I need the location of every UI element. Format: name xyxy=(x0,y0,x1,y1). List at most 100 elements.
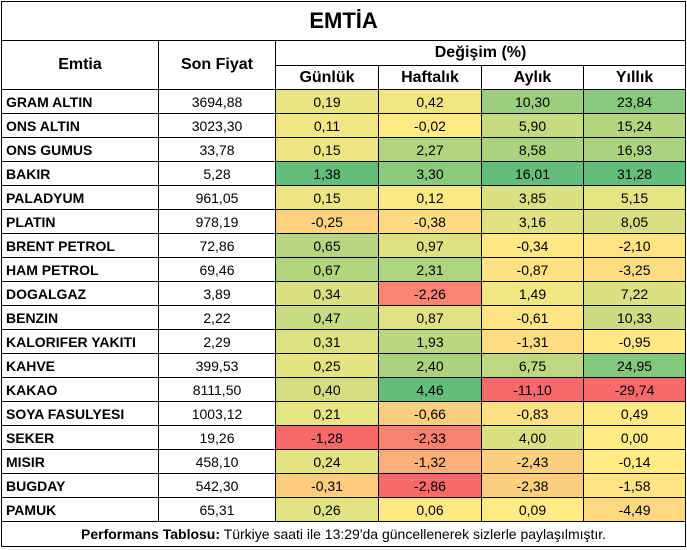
monthly-change: 16,01 xyxy=(481,161,584,186)
weekly-change: -0,38 xyxy=(378,209,482,234)
monthly-change: 1,49 xyxy=(481,281,584,306)
commodity-name: SOYA FASULYESI xyxy=(1,401,159,426)
table-row: MISIR 458,10 0,24 -1,32 -2,43 -0,14 xyxy=(1,449,687,474)
yearly-change: 16,93 xyxy=(582,137,687,162)
yearly-change: -2,10 xyxy=(582,233,687,258)
last-price: 5,28 xyxy=(158,161,276,186)
table-row: DOGALGAZ 3,89 0,34 -2,26 1,49 7,22 xyxy=(1,281,687,306)
weekly-change: 2,31 xyxy=(378,257,482,282)
weekly-change: 0,06 xyxy=(378,497,482,522)
monthly-change: -2,43 xyxy=(481,449,584,474)
table-row: BAKIR 5,28 1,38 3,30 16,01 31,28 xyxy=(1,161,687,186)
table-row: ONS ALTIN 3023,30 0,11 -0,02 5,90 15,24 xyxy=(1,113,687,138)
monthly-change: 6,75 xyxy=(481,353,584,378)
daily-change: -0,31 xyxy=(275,473,379,498)
monthly-change: 10,30 xyxy=(481,89,584,114)
weekly-change: 0,12 xyxy=(378,185,482,210)
table-row: BRENT PETROL 72,86 0,65 0,97 -0,34 -2,10 xyxy=(1,233,687,258)
monthly-change: -1,31 xyxy=(481,329,584,354)
monthly-change: -0,83 xyxy=(481,401,584,426)
commodity-name: KAHVE xyxy=(1,353,159,378)
monthly-change: 4,00 xyxy=(481,425,584,450)
commodity-name: GRAM ALTIN xyxy=(1,89,159,114)
last-price: 1003,12 xyxy=(158,401,276,426)
daily-change: 0,21 xyxy=(275,401,379,426)
daily-change: 0,34 xyxy=(275,281,379,306)
daily-change: 0,25 xyxy=(275,353,379,378)
table-row: SOYA FASULYESI 1003,12 0,21 -0,66 -0,83 0,49 xyxy=(1,401,687,426)
monthly-change: -0,61 xyxy=(481,305,584,330)
last-price: 458,10 xyxy=(158,449,276,474)
weekly-change: 3,30 xyxy=(378,161,482,186)
header-yearly: Yıllık xyxy=(582,65,687,90)
last-price: 8111,50 xyxy=(158,377,276,402)
last-price: 542,30 xyxy=(158,473,276,498)
table-row: KAHVE 399,53 0,25 2,40 6,75 24,95 xyxy=(1,353,687,378)
daily-change: 0,19 xyxy=(275,89,379,114)
monthly-change: 3,85 xyxy=(481,185,584,210)
daily-change: 0,65 xyxy=(275,233,379,258)
footer-note: Performans Tablosu: Türkiye saati ile 13… xyxy=(0,521,687,547)
table-row: GRAM ALTIN 3694,88 0,19 0,42 10,30 23,84 xyxy=(1,89,687,114)
header-daily: Günlük xyxy=(275,65,379,90)
commodity-name: PAMUK xyxy=(1,497,159,522)
commodity-name: SEKER xyxy=(1,425,159,450)
last-price: 19,26 xyxy=(158,425,276,450)
last-price: 2,22 xyxy=(158,305,276,330)
daily-change: 0,47 xyxy=(275,305,379,330)
yearly-change: 7,22 xyxy=(582,281,687,306)
weekly-change: 1,93 xyxy=(378,329,482,354)
weekly-change: -2,26 xyxy=(378,281,482,306)
header-commodity: Emtia xyxy=(1,40,159,90)
yearly-change: 0,00 xyxy=(582,425,687,450)
last-price: 961,05 xyxy=(158,185,276,210)
table-title: EMTİA xyxy=(0,1,687,41)
last-price: 2,29 xyxy=(158,329,276,354)
commodity-name: ONS ALTIN xyxy=(1,113,159,138)
weekly-change: -1,32 xyxy=(378,449,482,474)
weekly-change: 0,97 xyxy=(378,233,482,258)
monthly-change: -11,10 xyxy=(481,377,584,402)
daily-change: 1,38 xyxy=(275,161,379,186)
yearly-change: 24,95 xyxy=(582,353,687,378)
yearly-change: 0,49 xyxy=(582,401,687,426)
table-row: PAMUK 65,31 0,26 0,06 0,09 -4,49 xyxy=(1,497,687,522)
monthly-change: 3,16 xyxy=(481,209,584,234)
monthly-change: -0,34 xyxy=(481,233,584,258)
commodity-name: BENZIN xyxy=(1,305,159,330)
last-price: 3023,30 xyxy=(158,113,276,138)
daily-change: 0,24 xyxy=(275,449,379,474)
yearly-change: 8,05 xyxy=(582,209,687,234)
table-row: HAM PETROL 69,46 0,67 2,31 -0,87 -3,25 xyxy=(1,257,687,282)
header-change-group: Değişim (%) xyxy=(274,40,687,66)
yearly-change: -0,14 xyxy=(582,449,687,474)
yearly-change: 5,15 xyxy=(582,185,687,210)
header-price: Son Fiyat xyxy=(158,40,276,90)
commodity-name: PALADYUM xyxy=(1,185,159,210)
monthly-change: -0,87 xyxy=(481,257,584,282)
commodity-name: MISIR xyxy=(1,449,159,474)
weekly-change: 0,87 xyxy=(378,305,482,330)
monthly-change: 8,58 xyxy=(481,137,584,162)
last-price: 399,53 xyxy=(158,353,276,378)
monthly-change: 0,09 xyxy=(481,497,584,522)
footer-label: Performans Tablosu: xyxy=(81,526,221,542)
last-price: 3,89 xyxy=(158,281,276,306)
commodity-name: BUGDAY xyxy=(1,473,159,498)
last-price: 65,31 xyxy=(158,497,276,522)
monthly-change: 5,90 xyxy=(481,113,584,138)
table-row: KAKAO 8111,50 0,40 4,46 -11,10 -29,74 xyxy=(1,377,687,402)
table-row: PALADYUM 961,05 0,15 0,12 3,85 5,15 xyxy=(1,185,687,210)
commodity-name: PLATIN xyxy=(1,209,159,234)
yearly-change: -0,95 xyxy=(582,329,687,354)
weekly-change: 2,40 xyxy=(378,353,482,378)
commodity-name: HAM PETROL xyxy=(1,257,159,282)
yearly-change: -3,25 xyxy=(582,257,687,282)
footer-text: Türkiye saati ile 13:29'da güncellenerek… xyxy=(220,526,607,542)
yearly-change: 31,28 xyxy=(582,161,687,186)
yearly-change: 15,24 xyxy=(582,113,687,138)
yearly-change: 23,84 xyxy=(582,89,687,114)
daily-change: 0,26 xyxy=(275,497,379,522)
